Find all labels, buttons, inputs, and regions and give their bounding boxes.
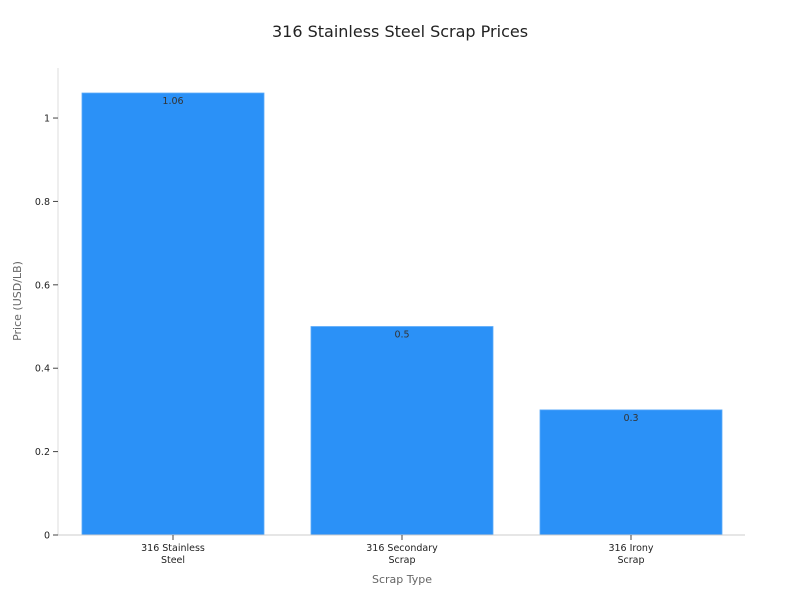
y-tick-label: 0.6 [35, 280, 50, 291]
y-axis: 0 0.2 0.4 0.6 0.8 1 [35, 68, 59, 542]
bar-value-label: 1.06 [162, 96, 183, 107]
bar [539, 409, 723, 536]
bars: 1.06 0.5 0.3 [81, 92, 723, 536]
y-tick-label: 1 [44, 114, 50, 125]
x-tick-label: 316 Irony [608, 543, 653, 554]
x-tick-label: Scrap [388, 555, 415, 566]
bar [81, 92, 265, 536]
x-axis-title: Scrap Type [372, 573, 432, 586]
x-tick-label: Steel [161, 555, 185, 566]
x-tick-label: Scrap [617, 555, 644, 566]
x-tick-label: 316 Stainless [141, 543, 205, 554]
x-tick-label: 316 Secondary [366, 543, 438, 554]
y-tick-label: 0.4 [35, 364, 50, 375]
chart-title: 316 Stainless Steel Scrap Prices [272, 22, 528, 41]
bar-value-label: 0.5 [394, 330, 409, 341]
y-tick-label: 0.2 [35, 447, 50, 458]
bar-value-label: 0.3 [623, 413, 638, 424]
y-axis-title: Price (USD/LB) [11, 261, 24, 341]
y-tick-label: 0.8 [35, 197, 50, 208]
y-tick-label: 0 [44, 531, 50, 542]
bar [310, 326, 494, 536]
